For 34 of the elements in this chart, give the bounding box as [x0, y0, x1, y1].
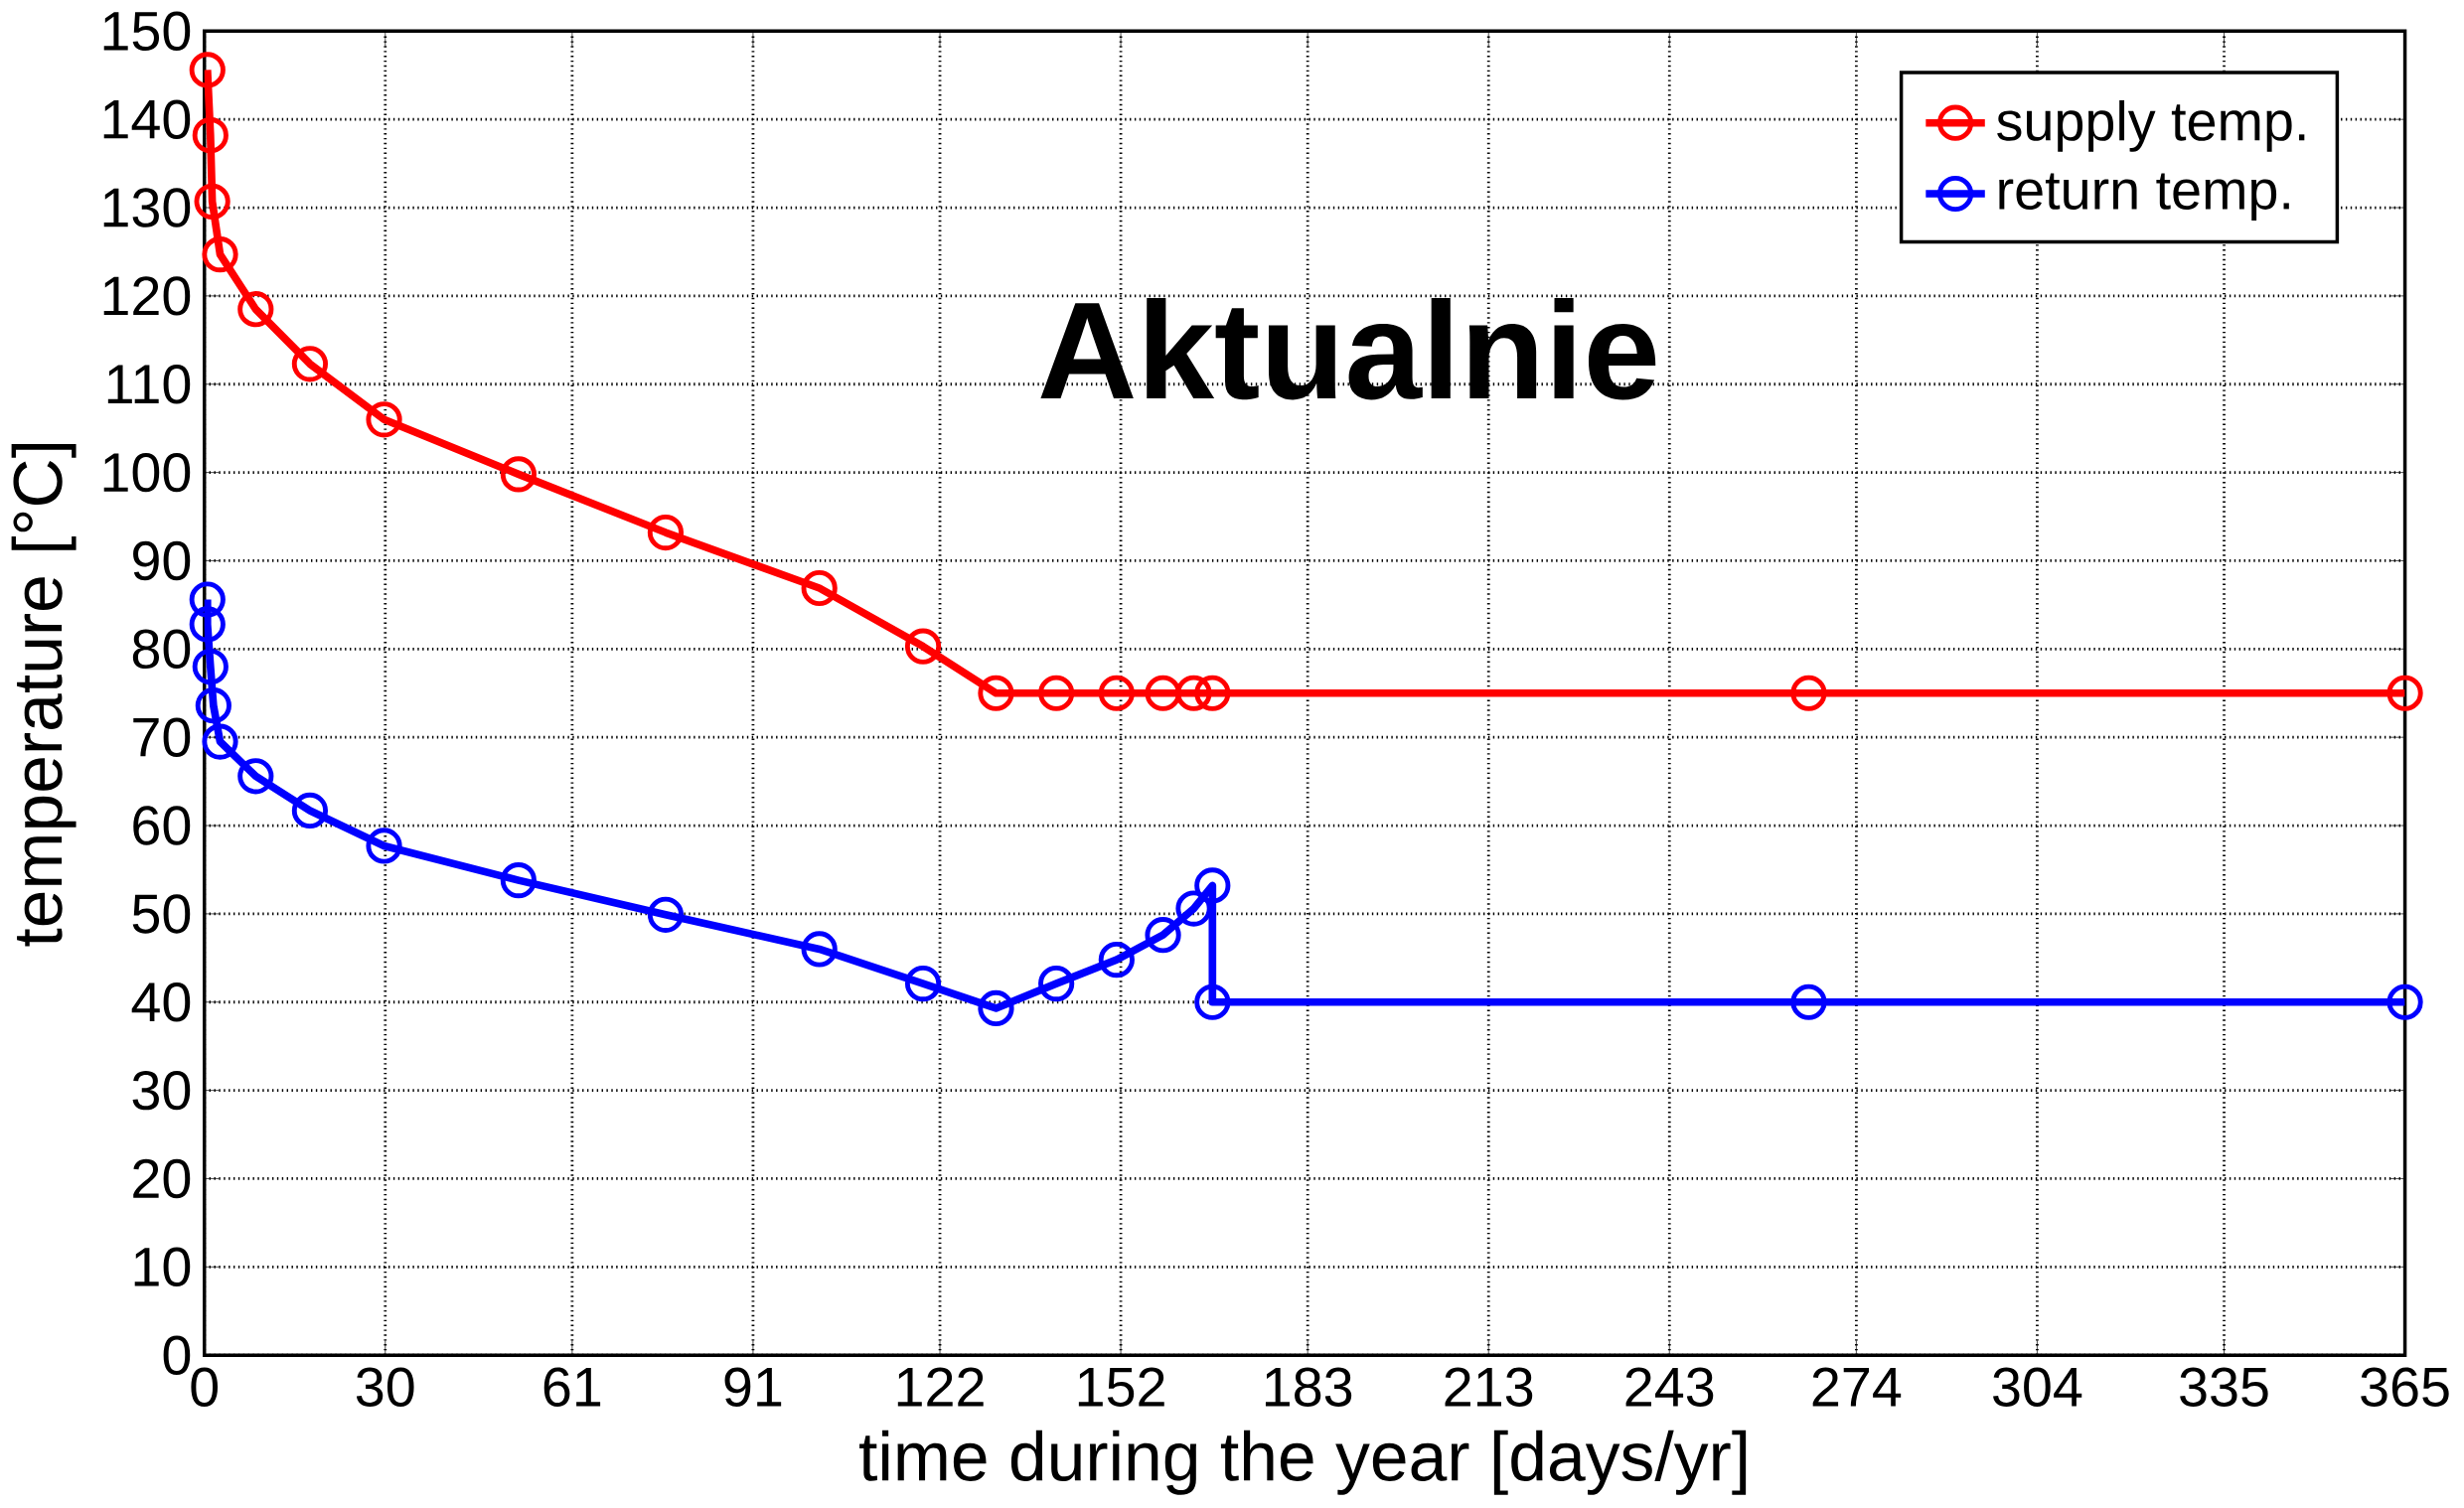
y-tick-label: 10: [134, 1247, 191, 1287]
legend-label: return temp.: [1999, 173, 2289, 222]
y-tick-label: 90: [133, 540, 191, 581]
y-tick-label: 20: [133, 1158, 191, 1199]
x-tick-label: 304: [1993, 1367, 2082, 1408]
y-tick-label: 140: [103, 99, 191, 140]
x-tick-label: 91: [724, 1367, 782, 1408]
x-tick-label: 152: [1078, 1367, 1164, 1408]
x-tick-label: 30: [356, 1367, 414, 1408]
x-tick-label: 213: [1445, 1367, 1533, 1408]
x-tick-label: 183: [1265, 1367, 1352, 1408]
x-tick-label: 243: [1625, 1367, 1714, 1408]
y-tick-label: 60: [133, 806, 191, 845]
y-tick-label: 130: [103, 188, 191, 227]
x-tick-label: 61: [543, 1367, 601, 1408]
x-tick-label: 335: [2180, 1367, 2268, 1408]
y-tick-label: 70: [133, 717, 191, 758]
x-tick-label: 274: [1812, 1367, 1902, 1407]
x-tick-label: 0: [191, 1367, 219, 1408]
x-axis-title: time during the year [days/yr]: [859, 1430, 1747, 1495]
y-tick-label: 100: [103, 453, 191, 493]
y-axis-title: temperature [°C]: [11, 444, 77, 947]
y-tick-label: 120: [103, 276, 191, 316]
y-tick-label: 80: [132, 629, 191, 670]
annotation: Aktualnie: [1040, 298, 1656, 400]
x-tick-label: 122: [897, 1367, 984, 1407]
legend-label: supply temp.: [1997, 100, 2305, 152]
y-tick-label: 0: [163, 1335, 191, 1376]
y-tick-label: 110: [107, 365, 191, 404]
y-tick-label: 150: [103, 11, 191, 52]
y-tick-label: 40: [131, 982, 191, 1022]
y-tick-label: 30: [132, 1071, 191, 1111]
y-tick-label: 50: [132, 894, 191, 934]
x-tick-label: 365: [2361, 1367, 2449, 1408]
